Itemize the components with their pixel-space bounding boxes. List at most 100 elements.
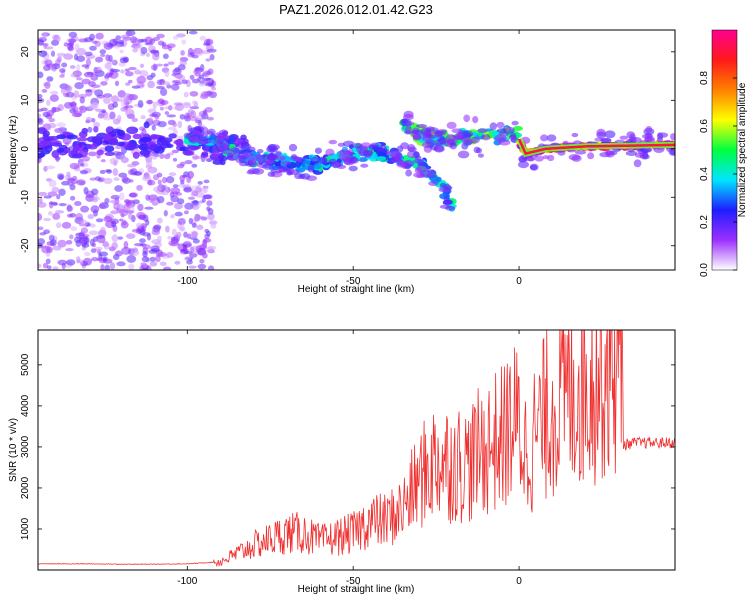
- spectrogram-blob: [353, 142, 363, 149]
- spectrogram-blob: [74, 81, 84, 90]
- spectrogram-blob: [70, 226, 78, 231]
- spectrogram-blob: [181, 39, 187, 45]
- colorbar-tick-label: 0.0: [699, 263, 710, 277]
- spectrogram-blob: [99, 49, 107, 55]
- spectrogram-blob: [188, 136, 199, 141]
- spectrogram-blob: [38, 50, 48, 57]
- spectrogram-blob: [183, 151, 195, 156]
- spectrogram-blob: [163, 209, 168, 217]
- spectrogram-blob: [38, 202, 47, 208]
- spectrogram-blob: [642, 151, 649, 160]
- snr-x-tick-label: -100: [177, 576, 197, 587]
- spectrogram-blob: [170, 214, 175, 219]
- spectrogram-blob: [66, 171, 71, 178]
- spectrogram-blob: [546, 134, 557, 142]
- spectrogram-blob: [52, 266, 59, 270]
- spectrogram-blob: [197, 139, 209, 145]
- spectrogram-blob: [133, 171, 142, 176]
- spectrogram-blob: [145, 194, 151, 201]
- spectrogram-blob: [200, 132, 209, 138]
- spectrogram-blob: [76, 256, 81, 264]
- spectrogram-blob: [48, 201, 58, 205]
- spectrogram-blob: [206, 246, 214, 254]
- spectrogram-blob: [127, 142, 136, 151]
- spectrogram-blob: [202, 70, 210, 78]
- spectrogram-blob: [191, 78, 201, 84]
- spectrogram-blob: [41, 245, 51, 249]
- spectrogram-blob: [94, 89, 104, 97]
- spectrogram-blob: [147, 179, 156, 186]
- spectrogram-blob: [86, 136, 98, 143]
- spectrogram-x-tick-label: -50: [346, 276, 361, 287]
- spectrogram-blob: [71, 112, 82, 118]
- spectrogram-blob: [644, 137, 653, 142]
- spectrogram-blob: [645, 125, 653, 134]
- spectrogram-blob: [142, 175, 152, 182]
- spectrogram-blob: [103, 177, 113, 185]
- snr-y-tick-label: 5000: [20, 353, 31, 376]
- spectrogram-blob: [42, 262, 49, 269]
- spectrogram-blob: [113, 204, 121, 208]
- spectrogram-blob: [132, 133, 142, 140]
- spectrogram-blob: [56, 134, 66, 140]
- spectrogram-blob: [174, 260, 181, 265]
- spectrogram-blob: [56, 194, 61, 200]
- spectrogram-blob: [111, 234, 119, 243]
- spectrogram-blob: [100, 81, 108, 86]
- spectrogram-blob: [85, 58, 91, 67]
- spectrogram-blob: [123, 198, 131, 204]
- spectrogram-blob: [341, 156, 350, 163]
- spectrogram-blob: [276, 155, 286, 161]
- spectrogram-blob: [89, 177, 97, 181]
- spectrogram-blob: [195, 187, 203, 193]
- spectrogram-blob: [109, 157, 119, 165]
- spectrogram-blob: [119, 192, 125, 201]
- spectrogram-blob: [137, 100, 144, 108]
- spectrogram-blob: [46, 99, 51, 106]
- spectrogram-blob: [155, 63, 163, 67]
- spectrogram-blob: [74, 236, 82, 244]
- spectrogram-blob: [404, 130, 412, 135]
- spectrogram-blob: [131, 117, 138, 123]
- spectrogram-blob: [161, 81, 171, 86]
- spectrogram-blob: [63, 42, 69, 47]
- spectrogram-blob: [124, 210, 135, 214]
- spectrogram-blob: [165, 225, 170, 233]
- spectrogram-blob: [128, 212, 133, 220]
- spectrogram-blob: [54, 210, 65, 214]
- spectrogram-blob: [641, 133, 654, 139]
- spectrogram-blob: [191, 222, 197, 228]
- spectrogram-blob: [61, 221, 72, 229]
- spectrogram-blob: [188, 172, 194, 178]
- spectrogram-blob: [78, 38, 89, 43]
- spectrogram-blob: [670, 133, 675, 141]
- spectrogram-blob: [156, 139, 169, 146]
- spectrogram-blob: [95, 32, 104, 40]
- spectrogram-blob: [120, 69, 125, 74]
- spectrogram-blob: [206, 158, 213, 163]
- spectrogram-blob: [219, 148, 232, 155]
- snr-y-tick-label: 1000: [20, 517, 31, 540]
- spectrogram-y-tick-label: 20: [20, 46, 31, 58]
- spectrogram-blob: [109, 111, 116, 120]
- spectrogram-blob: [171, 228, 177, 236]
- colorbar-label: Normalized spectral amplitude: [737, 82, 748, 217]
- spectrogram-blob: [109, 199, 119, 204]
- spectrogram-blob: [103, 42, 113, 50]
- spectrogram-blob: [172, 122, 177, 128]
- spectrogram-blob: [139, 70, 149, 77]
- spectrogram-blob: [179, 174, 186, 182]
- spectrogram-x-label: Height of straight line (km): [298, 284, 415, 295]
- spectrogram-blob: [104, 62, 112, 70]
- colorbar-bar: [711, 29, 738, 271]
- spectrogram-blob: [151, 124, 156, 131]
- spectrogram-blob: [136, 184, 143, 191]
- spectrogram-blob: [99, 169, 106, 174]
- colorbar-tick-label: 0.6: [699, 119, 710, 133]
- spectrogram-blob: [182, 103, 192, 109]
- spectrogram-blob: [281, 160, 292, 165]
- spectrogram-blob: [41, 89, 48, 93]
- spectrogram-blob: [139, 136, 152, 143]
- spectrogram-blob: [48, 117, 56, 123]
- spectrogram-blob: [496, 121, 505, 129]
